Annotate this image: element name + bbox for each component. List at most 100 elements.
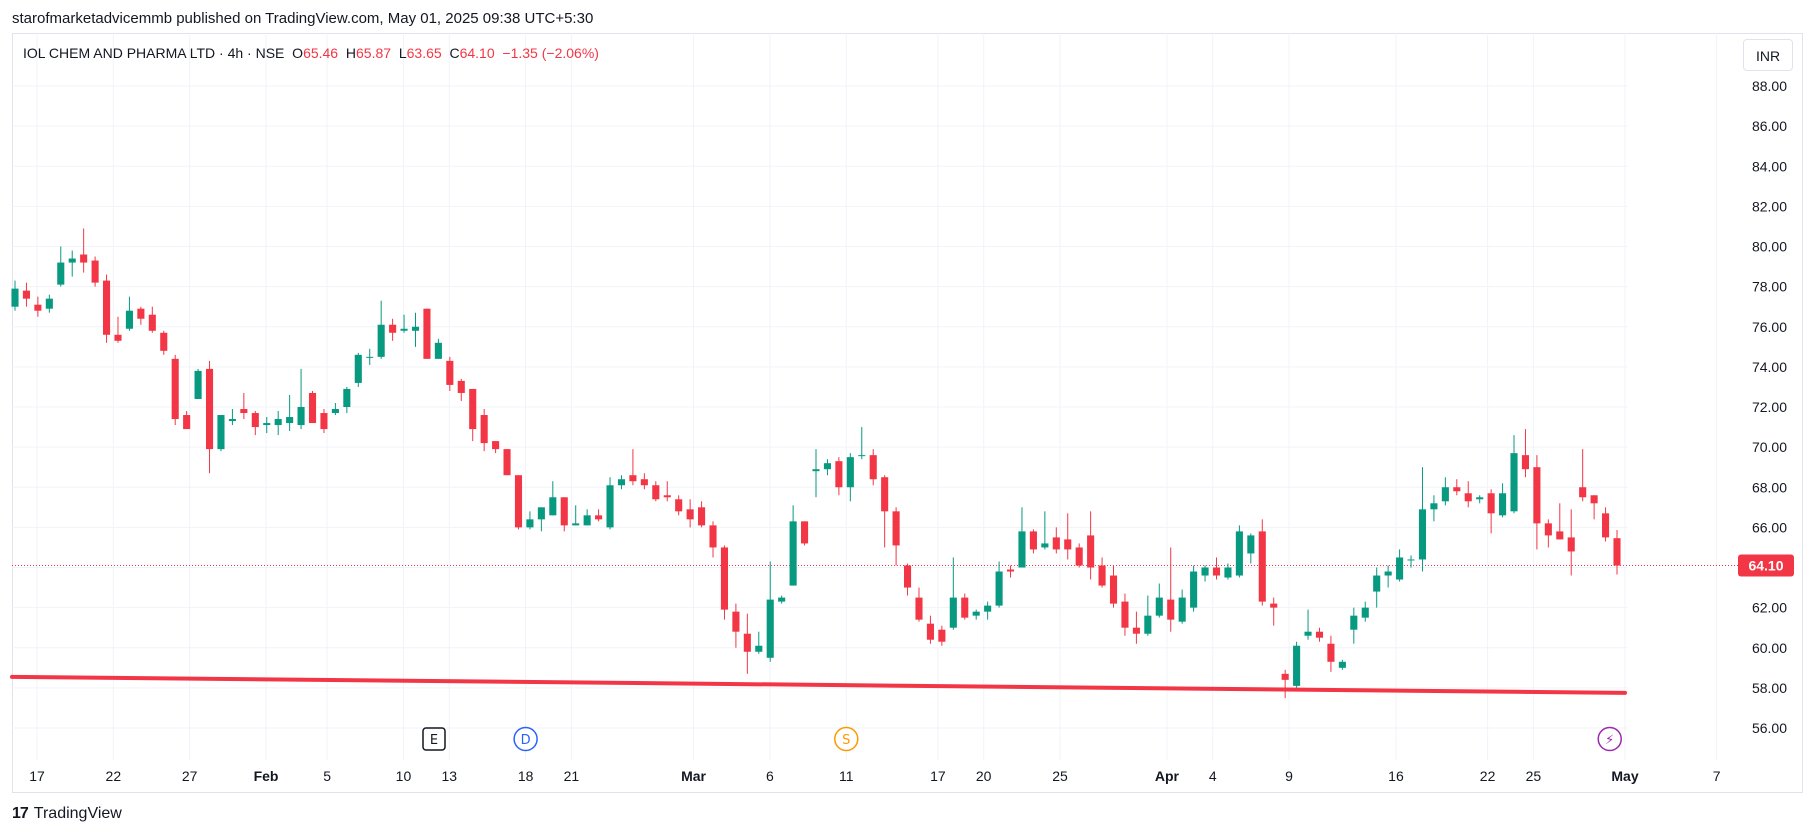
- candle-body: [274, 419, 282, 426]
- x-tick-label: 25: [1526, 768, 1542, 784]
- candle-body: [812, 469, 820, 472]
- x-tick-label: 10: [396, 768, 412, 784]
- candle-body: [961, 597, 969, 618]
- grid-lines: [12, 35, 1718, 760]
- y-tick-label: 84.00: [1752, 158, 1787, 174]
- x-tick-label: 22: [1480, 768, 1496, 784]
- candle-body: [1453, 487, 1461, 492]
- candle-body: [160, 332, 168, 351]
- support-trendline[interactable]: [10, 674, 1627, 695]
- candle-body: [1418, 509, 1427, 560]
- candle-body: [251, 413, 259, 428]
- event-marker-d: [513, 726, 538, 752]
- candle-body: [1487, 493, 1495, 514]
- candle-body: [903, 565, 912, 588]
- candle-body: [526, 519, 534, 528]
- published-by-line: starofmarketadvicemmb published on Tradi…: [12, 10, 594, 27]
- y-tick-label: 56.00: [1752, 720, 1787, 736]
- candle-body: [1521, 455, 1530, 470]
- candle-body: [480, 415, 488, 444]
- candle-body: [1384, 571, 1392, 576]
- candle-body: [1396, 557, 1404, 580]
- candle-body: [583, 515, 591, 526]
- y-tick-label: 58.00: [1752, 680, 1787, 696]
- x-tick-label: 22: [106, 768, 122, 784]
- candle-body: [1144, 615, 1152, 634]
- candle-body: [1087, 535, 1095, 568]
- candle-body: [1567, 537, 1575, 552]
- candle-body: [1212, 567, 1221, 576]
- event-marker-s: [834, 726, 859, 752]
- high-value: 65.87: [356, 45, 392, 61]
- y-tick-label: 80.00: [1752, 239, 1787, 255]
- candle-body: [1247, 535, 1255, 554]
- x-tick-label: 5: [323, 768, 331, 784]
- candle-body: [171, 358, 179, 420]
- candle-body: [34, 304, 42, 311]
- x-tick-label: May: [1611, 768, 1638, 784]
- candle-body: [194, 370, 202, 399]
- candle-body: [617, 479, 626, 486]
- x-tick-label: 20: [976, 768, 992, 784]
- currency-button[interactable]: INR: [1743, 39, 1793, 71]
- candle-body: [537, 507, 545, 520]
- close-value: 64.10: [459, 45, 495, 61]
- candle-body: [411, 326, 420, 331]
- candle-body: [1121, 601, 1129, 628]
- x-tick-label: 27: [182, 768, 198, 784]
- candle-body: [984, 605, 992, 612]
- candle-body: [938, 629, 946, 642]
- y-tick-label: 68.00: [1752, 479, 1787, 495]
- candle-body: [1613, 538, 1621, 566]
- x-tick-label: Mar: [681, 768, 706, 784]
- event-marker-e-label: E: [430, 733, 438, 748]
- candle-body: [446, 360, 454, 385]
- x-tick-label: 9: [1285, 768, 1293, 784]
- candle-body: [308, 392, 317, 424]
- y-tick-label: 74.00: [1752, 359, 1787, 375]
- candle-body: [698, 507, 706, 526]
- x-tick-label: 6: [766, 768, 774, 784]
- candlestick-chart[interactable]: 56.0058.0060.0062.0064.0066.0068.0070.00…: [0, 0, 1815, 800]
- candle-body: [331, 409, 339, 414]
- candle-body: [11, 288, 19, 307]
- candle-body: [1579, 487, 1587, 498]
- candle-body: [915, 597, 923, 620]
- candle-body: [400, 328, 408, 331]
- candle-body: [1476, 497, 1484, 500]
- x-tick-label: 11: [839, 768, 854, 784]
- candle-body: [1270, 603, 1278, 608]
- candle-body: [709, 525, 717, 548]
- candle-body: [755, 645, 763, 652]
- close-label: C: [449, 45, 460, 61]
- candle-body: [720, 547, 729, 610]
- candle-body: [423, 308, 431, 359]
- x-tick-label: 18: [518, 768, 534, 784]
- candle-body: [240, 409, 248, 414]
- x-tick-label: Feb: [254, 768, 279, 784]
- x-tick-label: 17: [930, 768, 946, 784]
- candle-body: [343, 388, 351, 407]
- candle-body: [22, 290, 30, 299]
- candle-body: [1201, 567, 1209, 576]
- event-marker-s-label: S: [842, 733, 850, 748]
- y-tick-label: 78.00: [1752, 279, 1787, 295]
- event-marker-e: [422, 727, 446, 751]
- candle-body: [881, 477, 889, 512]
- y-tick-label: 70.00: [1752, 439, 1787, 455]
- candle-body: [823, 463, 831, 470]
- candle-body: [663, 495, 671, 498]
- candle-body: [320, 413, 328, 430]
- y-tick-label: 66.00: [1752, 519, 1787, 535]
- candle-body: [766, 599, 774, 658]
- candle-body: [102, 280, 111, 335]
- candle-body: [297, 407, 305, 426]
- tradingview-logo[interactable]: 17 TradingView: [12, 805, 122, 823]
- high-label: H: [345, 45, 357, 61]
- candle-body: [675, 499, 683, 512]
- symbol-title[interactable]: IOL CHEM AND PHARMA LTD · 4h · NSE: [23, 45, 285, 61]
- last-price-badge: 64.10: [1738, 554, 1794, 577]
- last-price-label: 64.10: [1748, 557, 1783, 573]
- candles: [11, 228, 1621, 698]
- candle-body: [652, 485, 660, 500]
